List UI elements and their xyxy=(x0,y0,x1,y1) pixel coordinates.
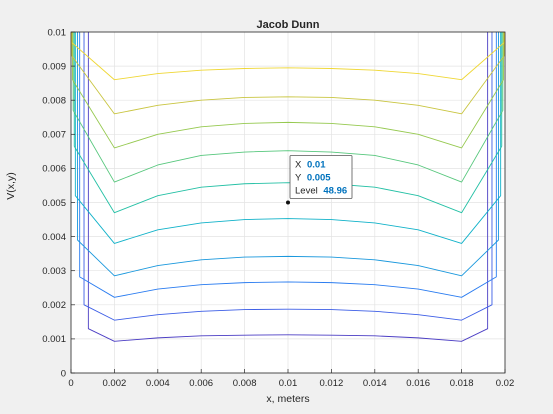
y-tick-label: 0.01 xyxy=(48,27,67,38)
contour-level-7[interactable] xyxy=(72,32,504,183)
x-tick-label: 0.01 xyxy=(279,378,298,389)
contour-level-1[interactable] xyxy=(87,32,489,342)
axis-ticks: 0 0.002 0.004 0.006 0.008 0.01 0.012 0.014 0.016… xyxy=(42,27,514,389)
y-tick-label: 0.002 xyxy=(42,300,66,311)
contour-level-6[interactable] xyxy=(73,32,503,214)
contour-level-3[interactable] xyxy=(79,32,497,298)
chart-title: Jacob Dunn xyxy=(257,19,320,31)
y-tick-label: 0 xyxy=(61,368,66,379)
datatip-marker[interactable] xyxy=(286,200,290,205)
y-tick-label: 0.003 xyxy=(42,266,66,277)
contour-level-4[interactable] xyxy=(77,32,499,277)
x-tick-label: 0.008 xyxy=(233,378,257,389)
y-tick-label: 0.001 xyxy=(42,334,66,345)
contour-level-5[interactable] xyxy=(74,32,502,244)
plot-axes[interactable]: 0 0.002 0.004 0.006 0.008 0.01 0.012 0.014 0.016… xyxy=(42,27,514,389)
datatip-y-value: 0.005 xyxy=(307,173,331,184)
y-tick-label: 0.006 xyxy=(42,164,66,175)
contour-level-2[interactable] xyxy=(83,32,493,321)
y-tick-label: 0.009 xyxy=(42,61,66,72)
y-tick-label: 0.007 xyxy=(42,130,66,141)
x-tick-label: 0.018 xyxy=(450,378,474,389)
x-axis-label: x, meters xyxy=(266,393,309,405)
x-tick-label: 0.016 xyxy=(406,378,430,389)
contour-level-8[interactable] xyxy=(72,32,504,149)
datatip-level-value: 48.96 xyxy=(323,186,347,197)
contour-lines[interactable] xyxy=(70,32,506,342)
datatip-x-label: X xyxy=(295,160,302,171)
datatip-level-row: Level 48.96 xyxy=(295,186,347,197)
datatip-level-label: Level xyxy=(295,186,318,197)
x-tick-label: 0.014 xyxy=(363,378,387,389)
x-tick-label: 0.012 xyxy=(320,378,344,389)
y-tick-label: 0.005 xyxy=(42,198,66,209)
contour-level-9[interactable] xyxy=(71,32,505,115)
x-tick-label: 0 xyxy=(68,378,73,389)
datatip-x-value: 0.01 xyxy=(307,160,326,171)
contour-level-10[interactable] xyxy=(70,32,506,81)
x-tick-label: 0.002 xyxy=(103,378,127,389)
datatip-box xyxy=(289,155,353,199)
y-tick-label: 0.008 xyxy=(42,96,66,107)
x-tick-label: 0.02 xyxy=(496,378,515,389)
datatip-y-label: Y xyxy=(295,173,302,184)
datatip-y-row: Y 0.005 xyxy=(295,173,331,184)
x-tick-label: 0.006 xyxy=(189,378,213,389)
datatip-x-row: X 0.01 xyxy=(295,160,326,171)
y-axis-label: V(x,y) xyxy=(5,172,17,199)
x-tick-label: 0.004 xyxy=(146,378,170,389)
y-tick-label: 0.004 xyxy=(42,232,66,243)
datatip[interactable]: X 0.01 Y 0.005 Level 48.96 xyxy=(286,155,353,205)
